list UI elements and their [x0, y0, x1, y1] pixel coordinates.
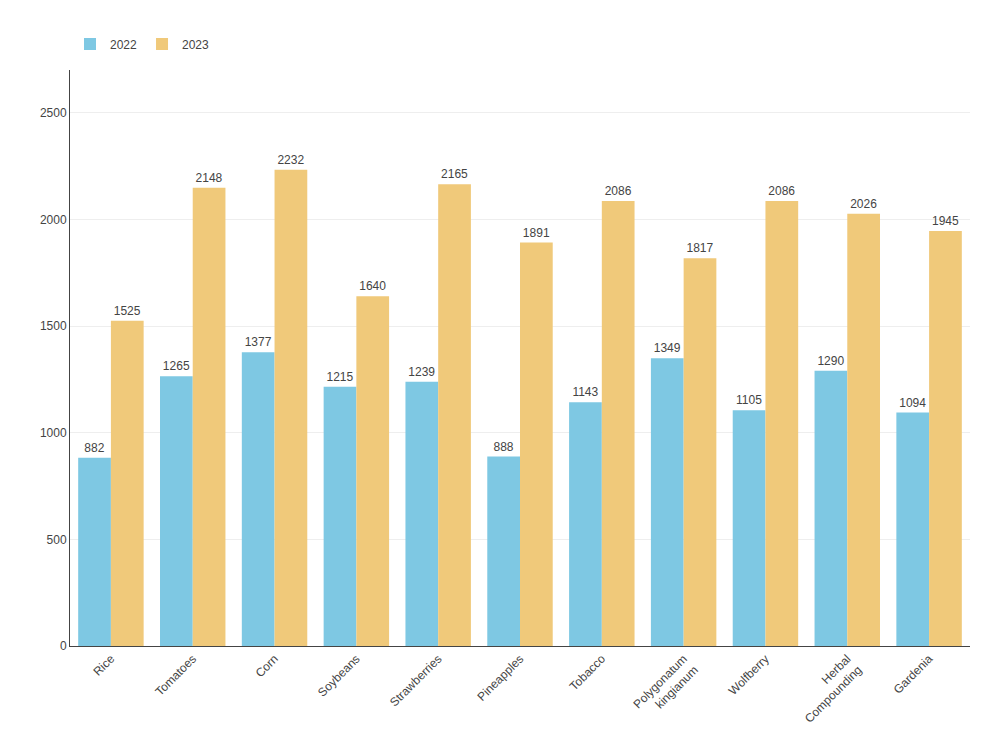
svg-text:Polygonatumkingianum: Polygonatumkingianum	[631, 652, 701, 722]
svg-text:Soybeans: Soybeans	[315, 652, 363, 700]
svg-text:500: 500	[47, 533, 67, 547]
svg-text:Corn: Corn	[253, 652, 281, 680]
svg-text:Tobacco: Tobacco	[567, 652, 609, 694]
svg-text:Rice: Rice	[90, 652, 117, 679]
svg-text:1265: 1265	[163, 359, 190, 373]
svg-text:Strawberries: Strawberries	[387, 652, 445, 710]
svg-text:1945: 1945	[932, 214, 959, 228]
svg-text:1143: 1143	[572, 385, 598, 399]
svg-text:2086: 2086	[605, 184, 632, 198]
svg-text:1817: 1817	[686, 241, 713, 255]
svg-text:1105: 1105	[736, 393, 762, 407]
svg-text:Tomatoes: Tomatoes	[152, 652, 199, 699]
svg-text:1349: 1349	[654, 341, 681, 355]
svg-text:2000: 2000	[40, 213, 67, 227]
svg-text:2148: 2148	[196, 171, 223, 185]
svg-text:2026: 2026	[850, 197, 877, 211]
svg-text:Pineapples: Pineapples	[474, 652, 526, 704]
svg-text:1891: 1891	[523, 226, 550, 240]
svg-text:1500: 1500	[40, 319, 67, 333]
svg-text:2023: 2023	[182, 38, 209, 52]
svg-text:1239: 1239	[408, 365, 435, 379]
svg-text:1377: 1377	[245, 335, 272, 349]
svg-text:2022: 2022	[110, 38, 137, 52]
svg-text:0: 0	[60, 639, 67, 653]
svg-text:Gardenia: Gardenia	[891, 652, 936, 697]
svg-text:882: 882	[84, 441, 104, 455]
svg-text:Wolfberry: Wolfberry	[726, 652, 772, 698]
svg-text:2165: 2165	[441, 167, 468, 181]
svg-text:2086: 2086	[768, 184, 795, 198]
svg-text:2232: 2232	[277, 153, 304, 167]
svg-text:1094: 1094	[899, 396, 926, 410]
svg-text:2500: 2500	[40, 106, 67, 120]
svg-text:1215: 1215	[326, 370, 353, 384]
svg-text:1525: 1525	[114, 304, 141, 318]
svg-text:1000: 1000	[40, 426, 67, 440]
svg-text:888: 888	[493, 440, 513, 454]
svg-text:1640: 1640	[359, 279, 386, 293]
svg-text:1290: 1290	[817, 354, 844, 368]
svg-text:HerbalCompounding: HerbalCompounding	[791, 652, 865, 726]
